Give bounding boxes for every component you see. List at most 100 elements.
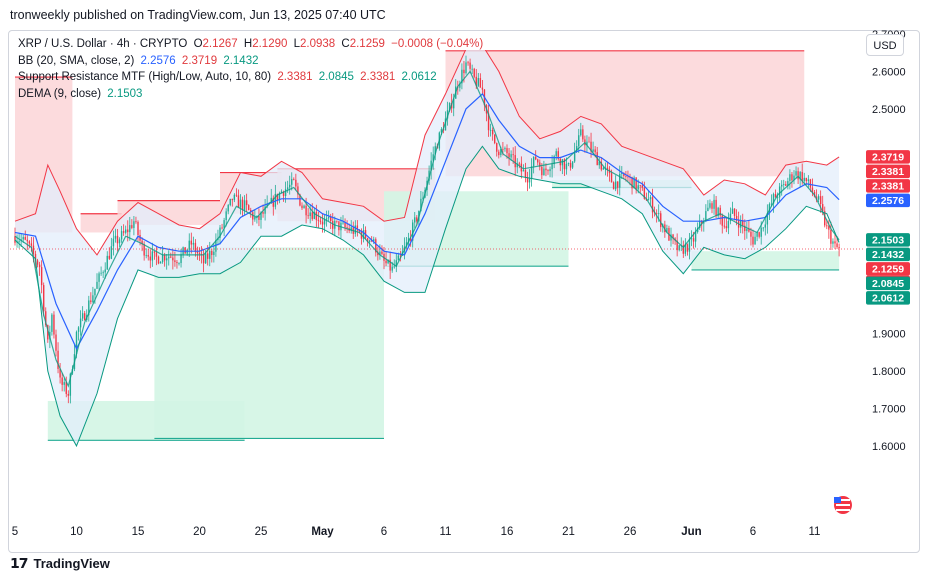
flag-stripe [836, 504, 850, 506]
price-label-box [866, 276, 910, 291]
candle-body [116, 235, 119, 244]
candle-body [600, 161, 602, 170]
candle-body [192, 242, 195, 245]
candle-body [576, 146, 578, 152]
candle-body [147, 255, 149, 257]
legend-sr-3: 2.3381 [360, 71, 396, 83]
price-label-text: 2.1503 [872, 234, 904, 246]
candle-body [709, 203, 711, 208]
candle-body [379, 251, 381, 256]
candle-body [122, 231, 125, 233]
candle-body [735, 215, 738, 221]
x-tick-label: 11 [809, 526, 821, 538]
candle-body [742, 220, 744, 226]
bollinger-fill [15, 50, 840, 446]
candle-body [313, 211, 315, 219]
candle-body [822, 204, 824, 212]
candle-body [647, 199, 650, 201]
candle-body [330, 216, 332, 221]
candle-body [666, 228, 668, 233]
price-label-text: 2.3381 [872, 180, 904, 192]
candle-body [243, 200, 246, 210]
candle-body [307, 215, 309, 217]
candle-body [528, 178, 531, 183]
candle-body [606, 167, 609, 170]
candle-body [553, 156, 555, 165]
candle-body [817, 196, 820, 200]
candle-body [127, 229, 129, 233]
candle-body [112, 238, 115, 247]
candle-body [545, 168, 547, 171]
candle-body [151, 251, 154, 261]
candle-body [506, 148, 508, 154]
publish-line: tronweekly published on TradingView.com,… [10, 8, 386, 22]
candle-body [565, 163, 568, 170]
candle-body [190, 240, 192, 245]
candle-body [32, 245, 35, 254]
candle-body [282, 191, 285, 196]
candle-body [799, 172, 801, 180]
candle-body [332, 220, 334, 229]
candle-body [729, 213, 732, 222]
candle-body [125, 229, 127, 233]
candle-body [563, 159, 566, 170]
tradingview-brand[interactable]: 𝟭𝟳 TradingView [10, 555, 110, 572]
candle-body [393, 266, 395, 268]
candle-body [824, 211, 826, 226]
candle-body [655, 213, 658, 215]
candle-body [754, 236, 756, 245]
legend-dema-row[interactable]: DEMA (9, close) 2.1503 [18, 86, 486, 103]
legend-c-label: C [341, 38, 350, 50]
bollinger-upper-line [14, 50, 840, 256]
x-tick-label: 25 [255, 526, 268, 538]
candle-body [149, 256, 151, 261]
candle-body [446, 110, 449, 119]
candle-body [235, 194, 238, 196]
candle-body [532, 156, 535, 167]
candle-body [557, 151, 559, 159]
candle-body [350, 227, 352, 231]
candle-body [262, 212, 264, 214]
support-zone-4 [691, 251, 840, 270]
candle-body [791, 174, 793, 181]
legend-sr-row[interactable]: Support Resistance MTF (High/Low, Auto, … [18, 69, 486, 86]
candle-body [758, 232, 760, 237]
price-label-text: 2.1259 [872, 263, 904, 275]
candle-body [26, 239, 28, 242]
candle-body [635, 177, 637, 190]
candle-body [512, 154, 514, 156]
candle-body [473, 68, 475, 77]
legend-bb-row[interactable]: BB (20, SMA, close, 2) 2.2576 2.3719 2.1… [18, 53, 486, 70]
candle-body [389, 259, 391, 271]
plot-area [14, 50, 840, 448]
candle-body [797, 171, 799, 180]
legend-symbol-row[interactable]: XRP / U.S. Dollar · 4h · CRYPTO O2.1267 … [18, 36, 486, 53]
candle-body [153, 251, 156, 253]
candle-body [381, 251, 383, 254]
candle-body [783, 184, 785, 185]
candle-body [602, 167, 605, 170]
candle-body [18, 240, 20, 242]
candle-body [676, 240, 678, 251]
candle-body [395, 260, 397, 267]
candle-body [477, 78, 479, 86]
candle-body [578, 135, 580, 147]
currency-button[interactable]: USD [866, 34, 904, 56]
candle-body [567, 163, 570, 164]
candle-body [541, 166, 543, 176]
candle-body [793, 175, 795, 181]
candle-body [750, 231, 752, 237]
candle-body [774, 194, 777, 198]
us-flag-icon[interactable] [834, 496, 852, 514]
candle-body [397, 255, 400, 261]
candle-body [610, 173, 613, 183]
candle-body [366, 238, 369, 242]
candle-body [223, 220, 225, 228]
candle-body [522, 170, 525, 172]
candle-body [688, 239, 691, 252]
y-tick-label: 1.9000 [872, 329, 906, 341]
candle-body [795, 171, 797, 176]
candle-body [551, 164, 553, 170]
candle-body [422, 197, 424, 199]
